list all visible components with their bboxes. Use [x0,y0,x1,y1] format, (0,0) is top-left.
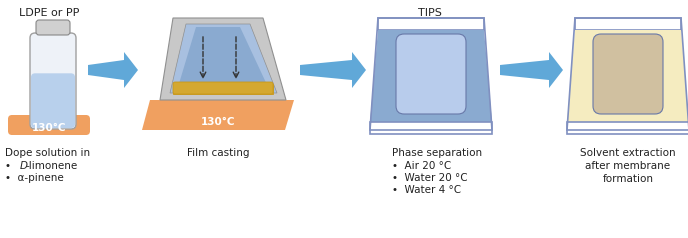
Text: Film casting: Film casting [186,148,249,158]
Text: •: • [5,161,17,171]
Polygon shape [178,27,268,87]
FancyBboxPatch shape [396,34,466,114]
FancyBboxPatch shape [173,82,273,94]
FancyBboxPatch shape [8,115,90,135]
Text: Phase separation: Phase separation [392,148,482,158]
Bar [173,84,273,94]
Text: 130°C: 130°C [201,117,235,127]
Text: D: D [20,161,28,171]
Polygon shape [88,52,138,88]
Text: LDPE or PP: LDPE or PP [19,8,79,18]
Bar [370,122,492,134]
Polygon shape [160,18,286,100]
Polygon shape [170,24,277,93]
Text: formation: formation [603,174,654,184]
Polygon shape [500,52,563,88]
Polygon shape [567,30,688,122]
FancyBboxPatch shape [196,27,240,67]
Text: -limonene: -limonene [26,161,78,171]
Bar [575,18,681,30]
Text: •  Water 4 °C: • Water 4 °C [392,185,461,195]
Text: •  Water 20 °C: • Water 20 °C [392,173,468,183]
Polygon shape [142,100,294,130]
FancyBboxPatch shape [30,33,76,129]
Text: TIPS: TIPS [418,8,442,18]
FancyBboxPatch shape [31,73,75,128]
FancyBboxPatch shape [36,20,70,35]
Text: •  Air 20 °C: • Air 20 °C [392,161,451,171]
Polygon shape [370,30,492,122]
Text: 130°C: 130°C [32,123,66,133]
Bar [378,18,484,30]
Text: Dope solution in: Dope solution in [5,148,90,158]
Text: after membrane: after membrane [585,161,671,171]
FancyBboxPatch shape [593,34,663,114]
Bar [567,122,688,134]
Text: Solvent extraction: Solvent extraction [580,148,676,158]
Text: •  α-pinene: • α-pinene [5,173,64,183]
Polygon shape [300,52,366,88]
